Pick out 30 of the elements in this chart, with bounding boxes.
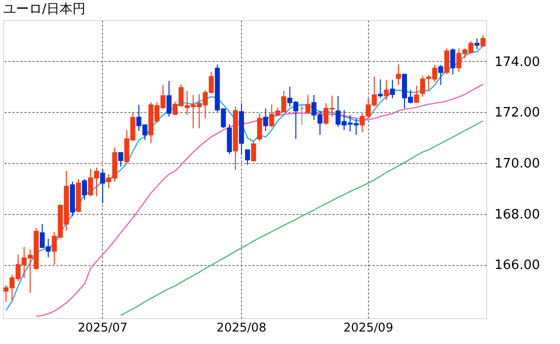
- candlestick: [305, 94, 310, 114]
- candlestick: [378, 78, 383, 98]
- line-series: [120, 120, 484, 316]
- y-tick-label: 168.00: [494, 207, 540, 222]
- candlestick: [384, 79, 389, 101]
- y-tick-label: 170.00: [494, 156, 540, 172]
- candlestick: [444, 48, 450, 75]
- y-tick-label: 172.00: [494, 106, 540, 121]
- x-tick-label: 2025/07: [78, 320, 128, 334]
- candlestick: [100, 168, 106, 204]
- candlestick: [82, 178, 88, 200]
- line-series: [36, 84, 484, 317]
- candlestick: [245, 149, 250, 166]
- candlestick: [263, 108, 268, 132]
- x-tick-label: 2025/09: [343, 320, 394, 334]
- x-tick-label: 2025/08: [216, 320, 266, 334]
- candlestick: [118, 152, 124, 168]
- candlestick: [390, 79, 395, 99]
- candlestick: [226, 124, 232, 155]
- candlestick: [251, 140, 256, 162]
- candlestick: [166, 80, 172, 118]
- candlestick: [396, 64, 401, 86]
- candlestick: [438, 64, 444, 86]
- candlestick: [257, 112, 262, 142]
- chart-title: ユーロ/日本円: [3, 2, 86, 17]
- candlestick: [414, 85, 420, 103]
- candlestick: [450, 48, 456, 75]
- y-tick-label: 166.00: [494, 258, 540, 274]
- candlestick: [474, 38, 480, 50]
- y-tick-label: 174.00: [494, 54, 540, 70]
